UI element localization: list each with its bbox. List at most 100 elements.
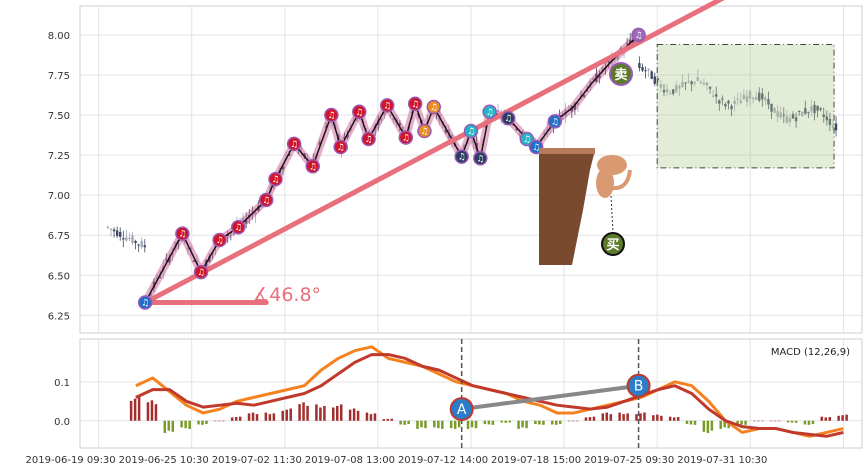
y-tick-label: 7.00: [48, 191, 70, 202]
macd-histogram-bar: [230, 417, 234, 421]
macd-histogram-bar: [736, 420, 739, 425]
y-tick-label: 0.0: [54, 417, 70, 428]
macd-histogram-bar: [306, 405, 309, 421]
cliff-shape: [539, 150, 595, 265]
pivot-marker: [305, 159, 320, 174]
macd-histogram-bar: [521, 420, 524, 428]
pivot-marker: [426, 99, 442, 115]
x-tick-label: 2019-07-25 09:30: [584, 455, 674, 466]
macd-histogram-bar: [571, 420, 575, 422]
macd-histogram-bar: [234, 417, 238, 421]
macd-histogram-bar: [538, 420, 541, 425]
pivot-marker-label: ♫: [635, 31, 643, 41]
macd-histogram-bar: [660, 415, 663, 421]
macd-histogram-bar: [214, 420, 217, 422]
y-tick-label: 7.50: [48, 111, 70, 122]
macd-marker-a: [449, 397, 474, 422]
candle-body: [380, 118, 383, 121]
pivot-marker-label: ♫: [551, 117, 559, 127]
macd-histogram-bar: [315, 404, 318, 421]
candle-body: [607, 61, 610, 63]
pivot-marker-label: ♫: [532, 143, 540, 153]
macd-histogram-bar: [517, 420, 520, 429]
candle-body: [761, 93, 764, 100]
candle-body: [773, 108, 776, 113]
macd-histogram-bar: [332, 407, 335, 421]
macd-histogram-bar: [761, 420, 764, 422]
macd-histogram-bar: [845, 414, 848, 421]
macd-histogram-bar: [811, 420, 815, 425]
macd-histogram-bar: [466, 420, 470, 429]
macd-histogram-bar: [588, 417, 592, 421]
y-tick-label: 7.75: [48, 71, 70, 82]
candle-body: [696, 77, 699, 82]
pivot-marker: [352, 104, 367, 120]
pivot-marker: [482, 104, 497, 120]
macd-histogram-bar: [407, 420, 410, 425]
candle-body: [128, 237, 131, 240]
candle-body: [131, 235, 134, 244]
candle-body: [576, 102, 580, 105]
macd-histogram-bar: [369, 414, 373, 421]
candle-body: [119, 231, 122, 237]
macd-histogram-bar: [365, 412, 369, 421]
pivot-marker-label: ♫: [383, 101, 391, 111]
macd-marker-label: B: [634, 379, 644, 395]
macd-histogram-bar: [163, 420, 167, 434]
macd-histogram-bar: [188, 420, 191, 429]
macd-histogram-bar: [592, 416, 596, 421]
macd-histogram-bar: [635, 414, 638, 421]
dog-illustration: [596, 155, 632, 233]
macd-panel: 0.0 0.1 MACD (12,26,9) A B: [54, 338, 863, 449]
macd-histogram-bar: [453, 420, 457, 429]
pivot-marker: [631, 27, 646, 43]
candle-body: [779, 112, 782, 118]
candle-body: [807, 111, 810, 113]
candle-body: [687, 80, 690, 82]
macd-histogram-bar: [508, 420, 511, 423]
candle-body: [681, 81, 684, 87]
macd-histogram-bar: [133, 398, 137, 421]
candle-body: [496, 110, 500, 112]
macd-histogram-bar: [180, 420, 183, 428]
macd-histogram-bar: [348, 409, 352, 421]
macd-histogram-bar: [255, 414, 259, 421]
ab-connector: [461, 383, 639, 412]
macd-histogram-bar: [356, 410, 360, 421]
candle-body: [650, 71, 653, 79]
macd-histogram-bar: [609, 414, 613, 421]
y-tick-label: 6.25: [48, 311, 70, 322]
macd-histogram-bar: [340, 404, 343, 421]
pivot-marker-label: ♫: [365, 135, 373, 145]
pivot-marker: [473, 151, 488, 166]
pivot-marker: [407, 96, 423, 112]
macd-histogram-bar: [605, 412, 609, 421]
pivot-marker-label: ♫: [430, 103, 438, 113]
macd-histogram-bar: [639, 413, 642, 421]
candle-body: [791, 114, 795, 119]
macd-histogram-bar: [474, 420, 478, 429]
buy-marker-label: 买: [606, 238, 619, 253]
candle-body: [708, 86, 712, 89]
x-tick-label: 2019-06-25 10:30: [119, 455, 209, 466]
x-tick-label: 2019-07-08 13:00: [305, 455, 395, 466]
candle-body: [776, 110, 779, 117]
candle-body: [801, 111, 804, 117]
pivot-marker: [361, 131, 376, 147]
candle-body: [794, 117, 798, 122]
macd-histogram-bar: [643, 412, 646, 421]
signal-line: [135, 353, 844, 438]
candle-body: [665, 89, 669, 93]
cliff-top: [539, 148, 595, 154]
pivot-marker-label: ♫: [523, 135, 531, 145]
pivot-marker: [231, 219, 246, 235]
macd-histogram-bar: [652, 415, 655, 421]
pivot-marker: [547, 114, 563, 129]
macd-histogram-bar: [403, 420, 406, 425]
candle-body: [300, 148, 303, 150]
candle-body: [546, 129, 549, 132]
pivot-marker: [463, 123, 479, 139]
candle-body: [582, 95, 586, 97]
candle-body: [727, 100, 730, 104]
macd-histogram-bar: [790, 420, 794, 423]
